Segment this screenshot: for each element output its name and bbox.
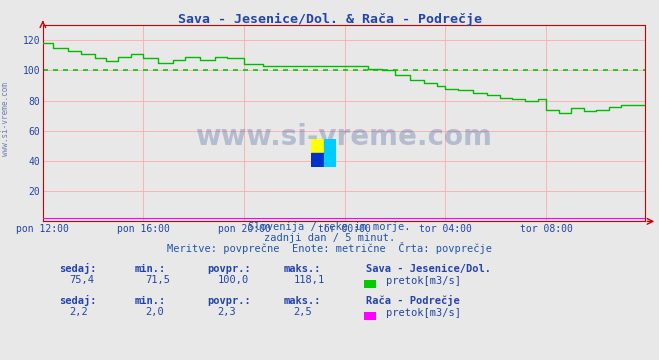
- Text: 71,5: 71,5: [145, 275, 170, 285]
- Text: min.:: min.:: [135, 264, 166, 274]
- Bar: [324, 153, 336, 167]
- Text: Rača - Podrečje: Rača - Podrečje: [366, 295, 459, 306]
- Text: maks.:: maks.:: [283, 296, 321, 306]
- Text: pretok[m3/s]: pretok[m3/s]: [386, 308, 461, 318]
- Text: 118,1: 118,1: [293, 275, 324, 285]
- Text: maks.:: maks.:: [283, 264, 321, 274]
- Text: zadnji dan / 5 minut.: zadnji dan / 5 minut.: [264, 233, 395, 243]
- Text: min.:: min.:: [135, 296, 166, 306]
- Text: 2,2: 2,2: [69, 307, 88, 317]
- Text: 2,5: 2,5: [293, 307, 312, 317]
- Text: sedaj:: sedaj:: [59, 263, 97, 274]
- Bar: [324, 139, 336, 153]
- Text: Slovenija / reke in morje.: Slovenija / reke in morje.: [248, 222, 411, 233]
- Text: Meritve: povprečne  Enote: metrične  Črta: povprečje: Meritve: povprečne Enote: metrične Črta:…: [167, 242, 492, 254]
- Text: 75,4: 75,4: [69, 275, 94, 285]
- Text: 2,0: 2,0: [145, 307, 163, 317]
- Text: www.si-vreme.com: www.si-vreme.com: [195, 123, 492, 151]
- Text: povpr.:: povpr.:: [208, 264, 251, 274]
- Text: Sava - Jesenice/Dol.: Sava - Jesenice/Dol.: [366, 264, 491, 274]
- Text: www.si-vreme.com: www.si-vreme.com: [1, 82, 10, 156]
- Text: 2,3: 2,3: [217, 307, 236, 317]
- Text: povpr.:: povpr.:: [208, 296, 251, 306]
- Text: 100,0: 100,0: [217, 275, 248, 285]
- Text: Sava - Jesenice/Dol. & Rača - Podrečje: Sava - Jesenice/Dol. & Rača - Podrečje: [177, 13, 482, 26]
- Text: sedaj:: sedaj:: [59, 295, 97, 306]
- Bar: [311, 153, 324, 167]
- Text: pretok[m3/s]: pretok[m3/s]: [386, 276, 461, 286]
- Bar: [311, 139, 324, 153]
